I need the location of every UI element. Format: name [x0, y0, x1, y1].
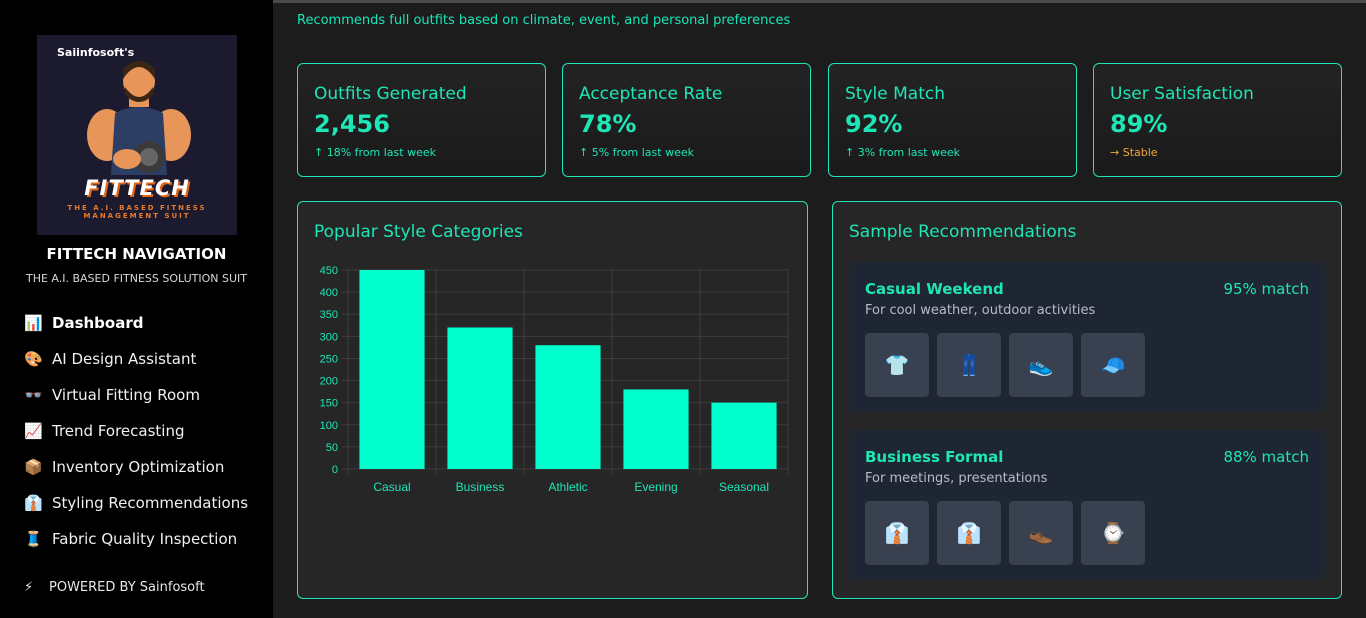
trend-up-icon: 📈: [24, 422, 43, 440]
x-tick-label: Casual: [373, 480, 410, 494]
logo-brand: Saiinfosoft's: [57, 46, 135, 59]
bar: [711, 402, 777, 469]
package-icon: 📦: [24, 458, 43, 476]
sidebar-item-styling-recommendations[interactable]: 👔 Styling Recommendations: [24, 485, 248, 521]
sidebar-item-label: Trend Forecasting: [52, 422, 185, 440]
stat-value: 92%: [845, 110, 903, 138]
tshirt-icon[interactable]: 👕: [865, 333, 929, 397]
stat-card-style-match: Style Match 92% ↑ 3% from last week: [828, 63, 1077, 177]
glasses-icon: 👓: [24, 386, 43, 404]
necktie-icon: 👔: [24, 494, 43, 512]
powered-by-text: POWERED BY Sainfosoft: [49, 580, 205, 595]
sidebar: Saiinfosoft's FITTECH THE A.I. BASED FIT…: [0, 0, 273, 618]
stat-card-outfits-generated: Outfits Generated 2,456 ↑ 18% from last …: [297, 63, 546, 177]
x-tick-label: Seasonal: [719, 480, 769, 494]
sidebar-item-trend-forecasting[interactable]: 📈 Trend Forecasting: [24, 413, 248, 449]
stat-value: 89%: [1110, 110, 1168, 138]
sidebar-item-virtual-fitting-room[interactable]: 👓 Virtual Fitting Room: [24, 377, 248, 413]
dress-shoe-icon[interactable]: 👞: [1009, 501, 1073, 565]
cap-icon[interactable]: 🧢: [1081, 333, 1145, 397]
main-content: Recommends full outfits based on climate…: [273, 3, 1366, 618]
bodybuilder-mascot-icon: [87, 61, 191, 175]
lightning-icon: ⚡: [24, 580, 34, 595]
recommendation-name: Casual Weekend: [865, 280, 1004, 298]
stat-card-acceptance-rate: Acceptance Rate 78% ↑ 5% from last week: [562, 63, 811, 177]
recommendation-description: For meetings, presentations: [865, 471, 1048, 486]
powered-by: ⚡ POWERED BY Sainfosoft: [24, 580, 205, 595]
sidebar-item-fabric-quality-inspection[interactable]: 🧵 Fabric Quality Inspection: [24, 521, 248, 557]
sidebar-item-ai-design-assistant[interactable]: 🎨 AI Design Assistant: [24, 341, 248, 377]
y-tick-label: 0: [332, 464, 338, 476]
recommendation-match: 95% match: [1223, 280, 1309, 298]
recommendation-card-business-formal[interactable]: Business Formal 88% match For meetings, …: [849, 430, 1325, 580]
sidebar-item-label: Inventory Optimization: [52, 458, 225, 476]
stat-card-user-satisfaction: User Satisfaction 89% → Stable: [1093, 63, 1342, 177]
x-tick-label: Business: [456, 480, 505, 494]
stat-delta: ↑ 5% from last week: [579, 146, 694, 159]
style-categories-panel: Popular Style Categories 0 50 100 150 200 250…: [297, 201, 808, 599]
sidebar-item-label: Styling Recommendations: [52, 494, 249, 512]
watch-icon[interactable]: ⌚: [1081, 501, 1145, 565]
shirt-tie-icon[interactable]: 👔: [865, 501, 929, 565]
stat-label: Style Match: [845, 84, 945, 104]
sidebar-item-label: Virtual Fitting Room: [52, 386, 200, 404]
stat-value: 78%: [579, 110, 637, 138]
x-tick-label: Athletic: [548, 480, 587, 494]
sidebar-item-dashboard[interactable]: 📊 Dashboard: [24, 305, 248, 341]
page-subtitle: Recommends full outfits based on climate…: [297, 13, 791, 28]
y-tick-label: 100: [320, 420, 338, 432]
sample-recommendations-panel: Sample Recommendations Casual Weekend 95…: [832, 201, 1342, 599]
nav-title: FITTECH NAVIGATION: [46, 245, 227, 263]
sidebar-item-label: AI Design Assistant: [52, 350, 197, 368]
stat-label: Outfits Generated: [314, 84, 467, 104]
sneaker-icon[interactable]: 👟: [1009, 333, 1073, 397]
logo-wordmark: FITTECH: [84, 176, 190, 200]
outfit-items: 👔 👔 👞 ⌚: [865, 501, 1145, 565]
outfit-items: 👕 👖 👟 🧢: [865, 333, 1145, 397]
sidebar-item-inventory-optimization[interactable]: 📦 Inventory Optimization: [24, 449, 248, 485]
sidebar-item-label: Dashboard: [52, 314, 144, 332]
panel-title: Sample Recommendations: [849, 222, 1077, 242]
recommendation-name: Business Formal: [865, 448, 1004, 466]
stat-delta: → Stable: [1110, 146, 1158, 159]
thread-spool-icon: 🧵: [24, 530, 43, 548]
chart-icon: 📊: [24, 314, 43, 332]
shirt-tie-icon[interactable]: 👔: [937, 501, 1001, 565]
style-categories-chart: 0 50 100 150 200 250 300 350 400 450 Casual Busines…: [320, 265, 789, 494]
logo-tagline: THE A.I. BASED FITNESS MANAGEMENT SUIT: [67, 204, 207, 220]
fittech-logo: Saiinfosoft's FITTECH THE A.I. BASED FIT…: [37, 35, 237, 235]
y-tick-label: 400: [320, 287, 338, 299]
x-tick-label: Evening: [634, 480, 677, 494]
sidebar-item-label: Fabric Quality Inspection: [52, 530, 238, 548]
bar: [623, 389, 689, 469]
y-tick-label: 250: [320, 353, 338, 365]
y-tick-label: 350: [320, 309, 338, 321]
y-tick-label: 50: [326, 442, 338, 454]
jeans-icon[interactable]: 👖: [937, 333, 1001, 397]
palette-icon: 🎨: [24, 350, 43, 368]
sidebar-nav: 📊 Dashboard 🎨 AI Design Assistant 👓 Virt…: [24, 305, 248, 557]
recommendation-description: For cool weather, outdoor activities: [865, 303, 1096, 318]
stat-label: User Satisfaction: [1110, 84, 1254, 104]
bar: [359, 270, 425, 469]
stat-delta: ↑ 18% from last week: [314, 146, 436, 159]
y-tick-label: 200: [320, 376, 338, 388]
recommendation-match: 88% match: [1223, 448, 1309, 466]
y-tick-label: 150: [320, 398, 338, 410]
stat-delta: ↑ 3% from last week: [845, 146, 960, 159]
bar: [447, 327, 513, 469]
bar: [535, 345, 601, 469]
recommendation-card-casual-weekend[interactable]: Casual Weekend 95% match For cool weathe…: [849, 262, 1325, 412]
stat-label: Acceptance Rate: [579, 84, 723, 104]
panel-title: Popular Style Categories: [314, 222, 523, 242]
nav-subtitle: THE A.I. BASED FITNESS SOLUTION SUIT: [25, 272, 248, 285]
stat-value: 2,456: [314, 110, 390, 138]
y-tick-label: 300: [320, 331, 338, 343]
y-tick-label: 450: [320, 265, 338, 277]
window-top-border: [0, 0, 1366, 3]
